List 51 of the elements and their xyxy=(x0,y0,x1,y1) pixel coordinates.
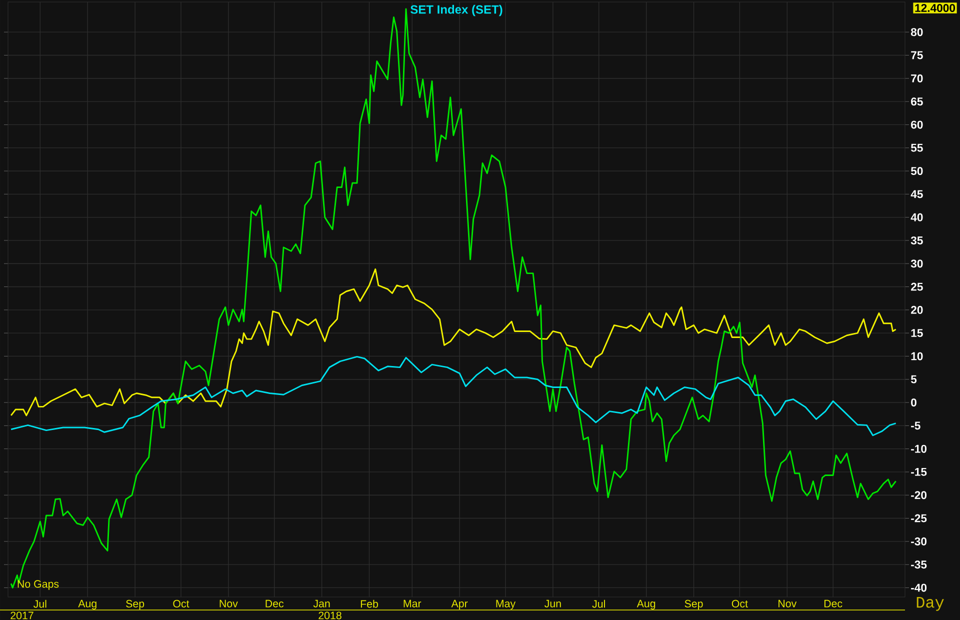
x-tick-label: Jun xyxy=(544,600,561,608)
x-tick-label: Apr xyxy=(451,600,468,610)
y-tick-label: 50 xyxy=(910,166,923,176)
y-tick-label: 30 xyxy=(910,260,923,268)
x-tick-label: Feb xyxy=(360,600,378,608)
line-series xyxy=(10,268,897,416)
y-tick-label: 20 xyxy=(911,306,923,314)
text: 12.4000 xyxy=(915,4,956,12)
y-tick-label: 65 xyxy=(911,98,923,106)
y-tick-label: -40 xyxy=(911,584,927,592)
x-tick-label: Mar xyxy=(404,600,422,608)
y-tick-label: 75 xyxy=(911,51,923,60)
y-tick-label: 80 xyxy=(910,28,923,36)
x-tick-label: May xyxy=(496,600,516,610)
annotation: No Gaps xyxy=(18,580,59,590)
x-tick-label: Oct xyxy=(173,600,190,608)
y-tick-label: 5 xyxy=(910,375,917,384)
x-tick-label: Aug xyxy=(78,600,96,610)
y-tick-label: 60 xyxy=(911,120,923,129)
y-tick-label: -35 xyxy=(911,560,927,569)
x-tick-label: Oct xyxy=(732,600,748,608)
y-tick-label: 55 xyxy=(910,144,923,152)
y-tick-label: -30 xyxy=(911,537,927,546)
x-tick-label: Dec xyxy=(266,600,284,608)
x-tick-label: Sep xyxy=(126,600,144,610)
y-tick-label: 35 xyxy=(910,236,923,244)
line-series xyxy=(10,356,897,436)
y-tick-label: 45 xyxy=(910,190,923,198)
x-tick-label: Sep xyxy=(684,600,703,610)
x-tick-label: Nov xyxy=(778,600,797,608)
y-tick-label: 40 xyxy=(910,213,923,222)
x-tick-label: Dec xyxy=(824,600,842,608)
x-tick-label: Nov xyxy=(220,600,238,608)
text: Day xyxy=(916,597,944,611)
x-tick-label: Jan xyxy=(313,600,330,608)
x-tick-label: Jul xyxy=(592,600,605,608)
y-tick-label: 70 xyxy=(911,74,923,82)
y-tick-label: 0 xyxy=(911,398,916,407)
y-tick-label: -20 xyxy=(911,491,927,500)
y-tick-label: 15 xyxy=(911,329,923,338)
y-tick-label: 10 xyxy=(911,352,923,360)
x-tick-label: Jul xyxy=(34,600,46,608)
text: 2018 xyxy=(318,612,342,620)
y-tick-label: -10 xyxy=(911,444,927,453)
text: SET Index (SET) xyxy=(410,4,502,16)
y-tick-label: -15 xyxy=(911,468,927,476)
y-tick-label: -25 xyxy=(911,514,927,522)
x-tick-label: Aug xyxy=(636,600,656,610)
y-tick-label: 25 xyxy=(911,282,923,291)
text: 2017 xyxy=(10,612,34,620)
y-tick-label: -5 xyxy=(911,422,920,430)
